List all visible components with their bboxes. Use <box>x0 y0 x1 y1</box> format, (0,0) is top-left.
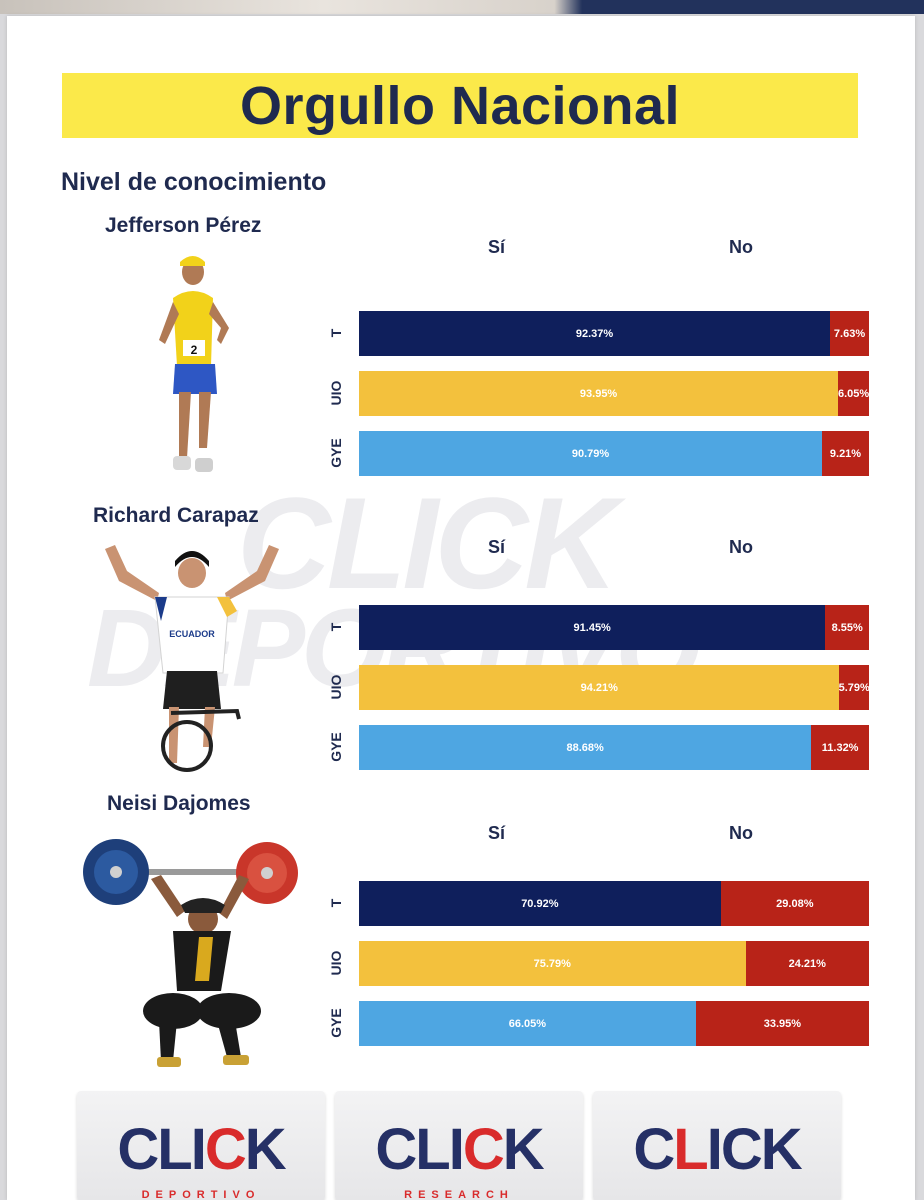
data-label: 90.79% <box>571 447 610 460</box>
bar-segment-si: 91.45% <box>359 605 826 650</box>
logo-click-deportivo: CLICK DEPORTIVO <box>77 1091 325 1200</box>
infographic-page: CLICK DEPORTIVO Orgullo Nacional Nivel d… <box>7 16 915 1200</box>
walker-figure-icon: 2 <box>159 256 229 472</box>
bar-segment-si: 93.95% <box>359 371 839 416</box>
category-label-gye: GYE <box>328 438 344 468</box>
data-label: 24.21% <box>788 957 826 970</box>
stacked-bar-t: 91.45% 8.55% <box>359 605 869 650</box>
data-label: 7.63% <box>833 327 866 340</box>
legend-no-2: No <box>729 537 753 557</box>
data-label: 66.05% <box>508 1017 547 1030</box>
stacked-bar-uio: 75.79% 24.21% <box>359 941 869 986</box>
page-title: Orgullo Nacional <box>239 75 681 136</box>
athlete-name-richard: Richard Carapaz <box>93 504 259 527</box>
bar-segment-no: 29.08% <box>720 881 869 926</box>
logo-word-part: K <box>502 1117 545 1182</box>
logo-word-accent: C <box>462 1117 505 1182</box>
stacked-bar-t: 92.37% 7.63% <box>359 311 869 356</box>
data-label: 92.37% <box>575 327 614 340</box>
bar-segment-no: 8.55% <box>825 605 869 650</box>
bar-segment-si: 90.79% <box>359 431 823 476</box>
data-label: 94.21% <box>580 681 618 694</box>
data-label: 33.95% <box>763 1017 802 1030</box>
logo-word-part: K <box>244 1117 287 1182</box>
bar-segment-no: 9.21% <box>822 431 869 476</box>
logo-word-accent: L <box>673 1117 708 1182</box>
stacked-bar-gye: 90.79% 9.21% <box>359 431 869 476</box>
legend-si-1: Sí <box>488 237 506 257</box>
legend-no-3: No <box>729 823 753 843</box>
stacked-bar-t: 70.92% 29.08% <box>359 881 869 926</box>
svg-text:ECUADOR: ECUADOR <box>169 629 215 639</box>
data-label: 5.79% <box>839 681 869 694</box>
weightlifter-figure-icon <box>83 839 298 1067</box>
title-band: Orgullo Nacional <box>62 73 858 138</box>
top-photo-strip <box>0 0 924 14</box>
category-label-t: T <box>328 328 344 338</box>
data-label: 75.79% <box>533 957 571 970</box>
bar-segment-no: 33.95% <box>695 1001 869 1046</box>
stacked-bar-uio: 93.95% 6.05% <box>359 371 869 416</box>
bar-segment-si: 75.79% <box>359 941 746 986</box>
logo-word-accent: C <box>204 1117 247 1182</box>
logo-word-part: C <box>633 1117 675 1182</box>
data-label: 29.08% <box>776 897 814 910</box>
category-label-t: T <box>328 622 344 632</box>
stacked-bar-uio: 94.21% 5.79% <box>359 665 869 710</box>
logo-click-research: CLICK RESEARCH <box>335 1091 583 1200</box>
athlete-name-neisi: Neisi Dajomes <box>107 792 251 815</box>
bar-segment-si: 94.21% <box>359 665 840 710</box>
legend-si-2: Sí <box>488 537 506 557</box>
stacked-bar-gye: 66.05% 33.95% <box>359 1001 869 1046</box>
data-label: 11.32% <box>821 741 859 754</box>
category-label-gye: GYE <box>328 1008 344 1038</box>
logo-word-part: CLI <box>117 1117 206 1182</box>
category-label-uio: UIO <box>328 380 344 406</box>
data-label: 91.45% <box>573 621 611 634</box>
logo-word-part: ICK <box>706 1117 803 1182</box>
logo-click-analytics: CLICK <box>593 1091 841 1200</box>
brand-logos: CLICK DEPORTIVO CLICK RESEARCH CLICK <box>7 1091 915 1200</box>
category-label-gye: GYE <box>328 732 344 762</box>
legend-no-1: No <box>729 237 753 257</box>
section-title: Nivel de conocimiento <box>61 168 327 196</box>
bar-segment-si: 70.92% <box>359 881 721 926</box>
logo-subtitle: DEPORTIVO <box>141 1189 261 1200</box>
bar-segment-si: 66.05% <box>359 1001 696 1046</box>
data-label: 88.68% <box>566 741 604 754</box>
legend-si-3: Sí <box>488 823 506 843</box>
cyclist-figure-icon: ECUADOR <box>105 545 279 772</box>
data-label: 9.21% <box>829 447 862 460</box>
stacked-bar-gye: 88.68% 11.32% <box>359 725 869 770</box>
data-label: 70.92% <box>521 897 559 910</box>
data-label: 93.95% <box>579 387 618 400</box>
category-label-t: T <box>328 898 344 908</box>
category-label-uio: UIO <box>328 674 344 700</box>
logo-subtitle: RESEARCH <box>404 1189 514 1200</box>
svg-text:2: 2 <box>191 343 198 357</box>
data-label: 6.05% <box>838 387 869 400</box>
bar-segment-no: 11.32% <box>811 725 869 770</box>
bar-segment-si: 92.37% <box>359 311 831 356</box>
logo-word-part: CLI <box>375 1117 464 1182</box>
data-label: 8.55% <box>831 621 863 634</box>
bar-segment-no: 5.79% <box>839 665 869 710</box>
category-label-uio: UIO <box>328 950 344 976</box>
bar-segment-no: 24.21% <box>745 941 869 986</box>
bar-segment-si: 88.68% <box>359 725 812 770</box>
bar-segment-no: 7.63% <box>830 311 869 356</box>
bar-segment-no: 6.05% <box>838 371 869 416</box>
athlete-name-jefferson: Jefferson Pérez <box>105 214 262 237</box>
